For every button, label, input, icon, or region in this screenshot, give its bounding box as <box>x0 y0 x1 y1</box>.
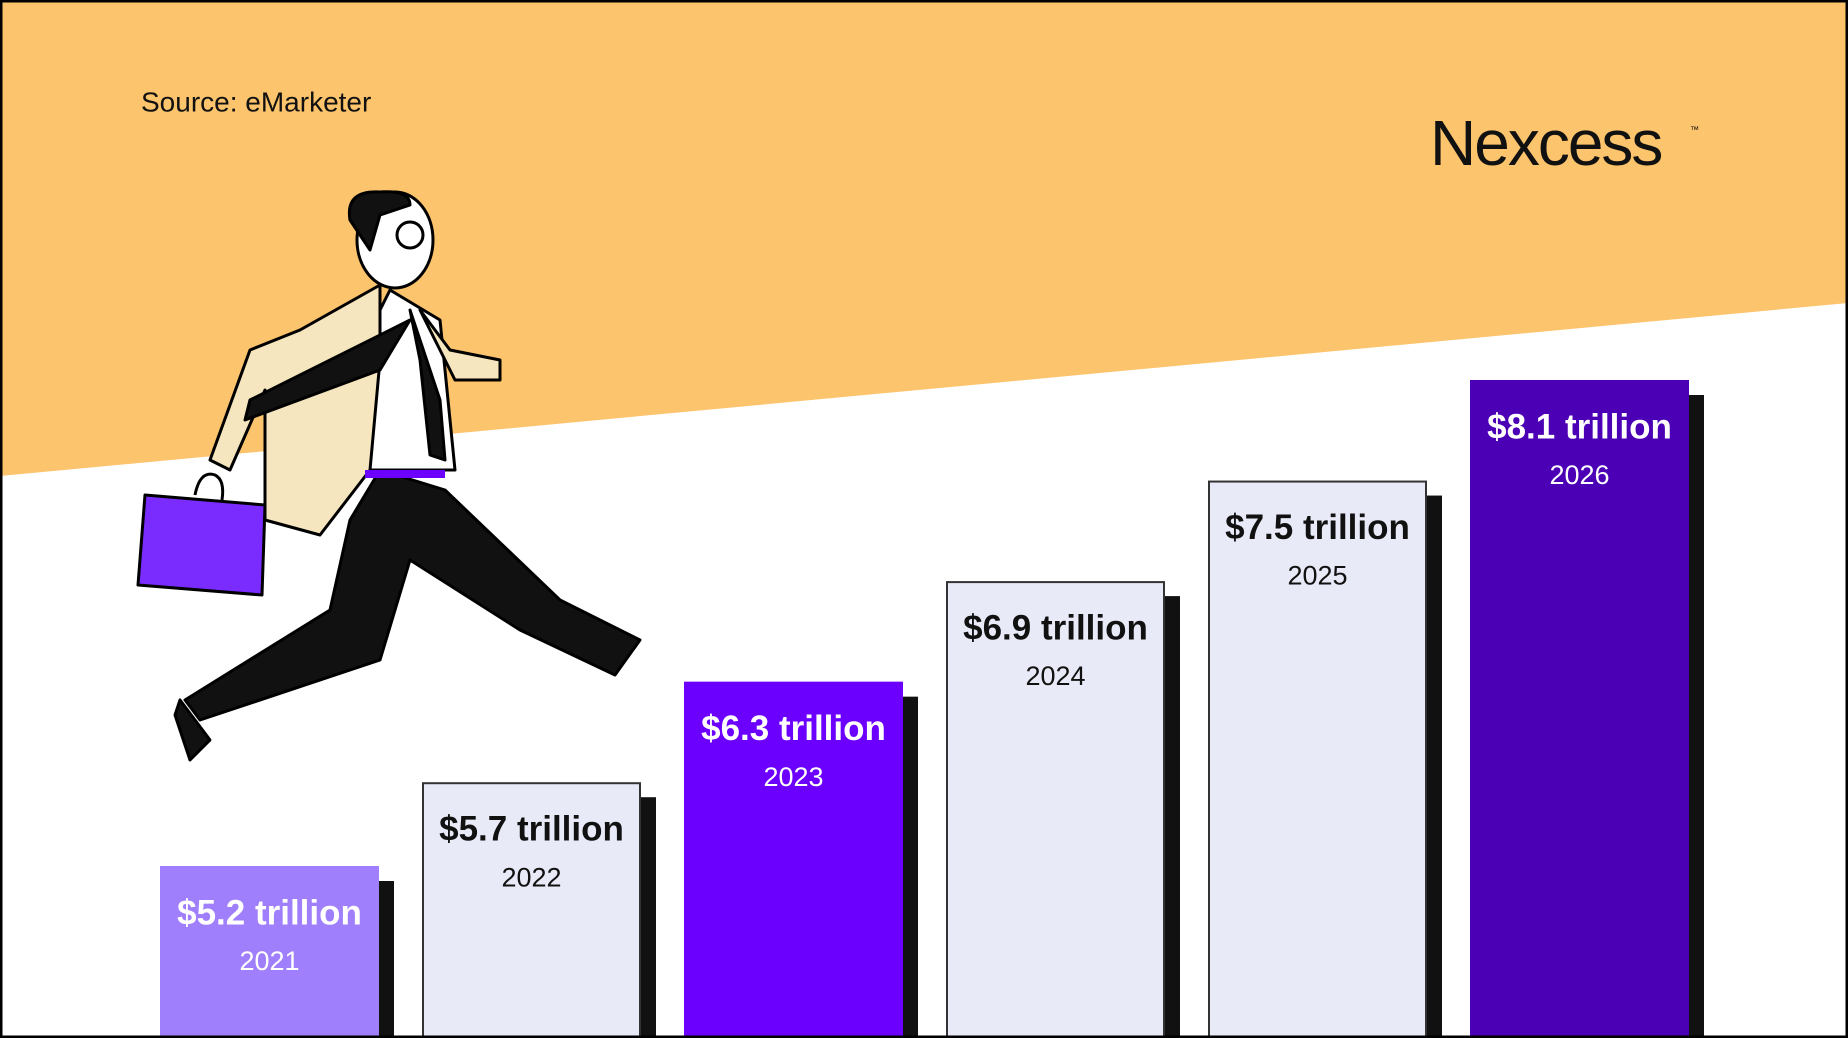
bar <box>684 681 903 1038</box>
belt <box>365 470 445 478</box>
bar <box>160 866 379 1038</box>
category-label: 2023 <box>763 762 823 792</box>
value-label: $6.9 trillion <box>963 608 1148 647</box>
handle <box>193 472 225 501</box>
value-label: $5.2 trillion <box>177 893 362 932</box>
briefcase <box>136 493 267 597</box>
logo: Nexcess <box>1430 107 1661 179</box>
category-label: 2025 <box>1287 561 1347 591</box>
category-label: 2024 <box>1025 661 1085 691</box>
bar <box>1208 480 1427 1038</box>
category-label: 2026 <box>1549 460 1609 490</box>
category-label: 2022 <box>501 862 561 892</box>
source: Source: eMarketer <box>141 86 371 117</box>
glasses <box>395 220 425 250</box>
shoe <box>173 698 212 762</box>
jacket <box>208 283 502 537</box>
value-label: $8.1 trillion <box>1487 407 1672 446</box>
bar <box>1470 380 1689 1038</box>
logo-tm: ™ <box>1690 124 1699 134</box>
value-label: $7.5 trillion <box>1225 508 1410 547</box>
category-label: 2021 <box>239 946 299 976</box>
bar <box>946 581 1165 1038</box>
bar <box>422 782 641 1038</box>
value-label: $5.7 trillion <box>439 809 624 848</box>
tie <box>243 308 447 462</box>
value-label: $6.3 trillion <box>701 709 886 748</box>
illustration <box>136 190 642 762</box>
legs <box>183 468 642 722</box>
hair <box>347 190 412 252</box>
